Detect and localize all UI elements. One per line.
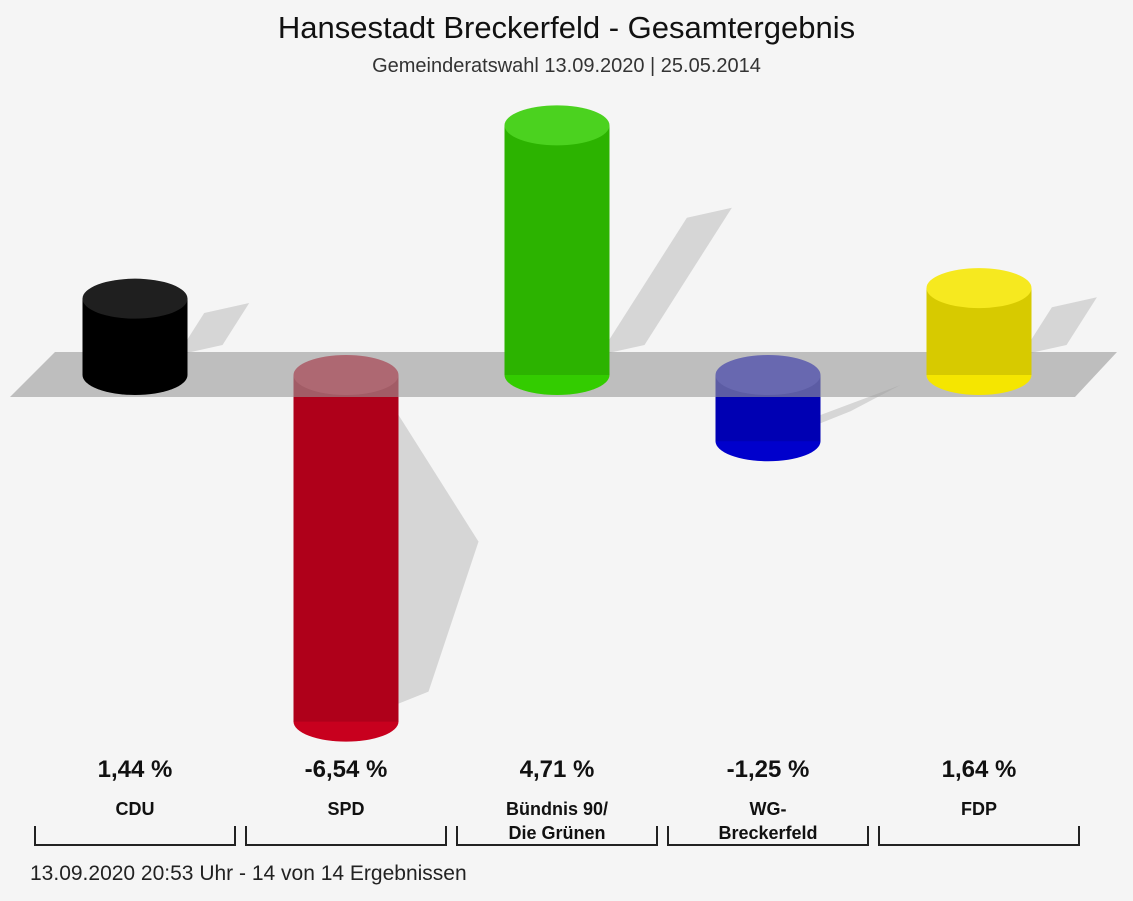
- category-label: FDP: [961, 799, 997, 819]
- category-label: Bündnis 90/ Die Grünen: [505, 799, 608, 843]
- bar-shadow: [599, 207, 732, 355]
- bar-shadow: [1021, 297, 1097, 355]
- category-label: CDU: [115, 799, 155, 819]
- chart-subtitle: Gemeinderatswahl 13.09.2020 | 25.05.2014: [372, 55, 761, 77]
- shadows: [177, 207, 1097, 712]
- category-bracket: [34, 826, 236, 846]
- bar-bottom: [926, 355, 1032, 395]
- bar-top: [504, 105, 610, 146]
- bar-bottom: [293, 701, 399, 742]
- bar-top-light: [82, 278, 188, 319]
- value-label: 1,44 %: [97, 756, 173, 783]
- bar-top: [926, 268, 1032, 309]
- category-bracket: [667, 826, 869, 846]
- chart-title: Hansestadt Breckerfeld - Gesamtergebnis: [277, 10, 856, 45]
- bar-bottom: [504, 355, 610, 395]
- bar-shadow: [378, 415, 479, 712]
- value-label: 1,64 %: [941, 756, 1017, 783]
- bar-top: [82, 278, 188, 319]
- bar: [504, 105, 610, 395]
- bar-bottom: [715, 421, 821, 462]
- bar: [293, 355, 399, 742]
- bar: [926, 268, 1032, 395]
- bar-shade: [504, 125, 610, 376]
- bar: [82, 278, 188, 395]
- category-label: SPD: [327, 799, 365, 819]
- bar-shadow: [177, 303, 250, 355]
- bar-body: [504, 125, 610, 376]
- bar-top-light: [926, 268, 1032, 309]
- bar-body: [293, 375, 399, 722]
- category-bracket: [245, 826, 447, 846]
- footer: 13.09.2020 20:53 Uhr - 14 von 14 Ergebni…: [30, 862, 467, 885]
- category-bracket: [878, 826, 1080, 846]
- category-label: WG- Breckerfeld: [718, 799, 818, 843]
- value-label: -6,54 %: [304, 756, 388, 783]
- category-bracket: [456, 826, 658, 846]
- bar-bottom: [82, 355, 188, 395]
- value-label: -1,25 %: [726, 756, 810, 783]
- bar-shade: [293, 375, 399, 722]
- bar-top-light: [504, 105, 610, 146]
- value-label: 4,71 %: [519, 756, 595, 783]
